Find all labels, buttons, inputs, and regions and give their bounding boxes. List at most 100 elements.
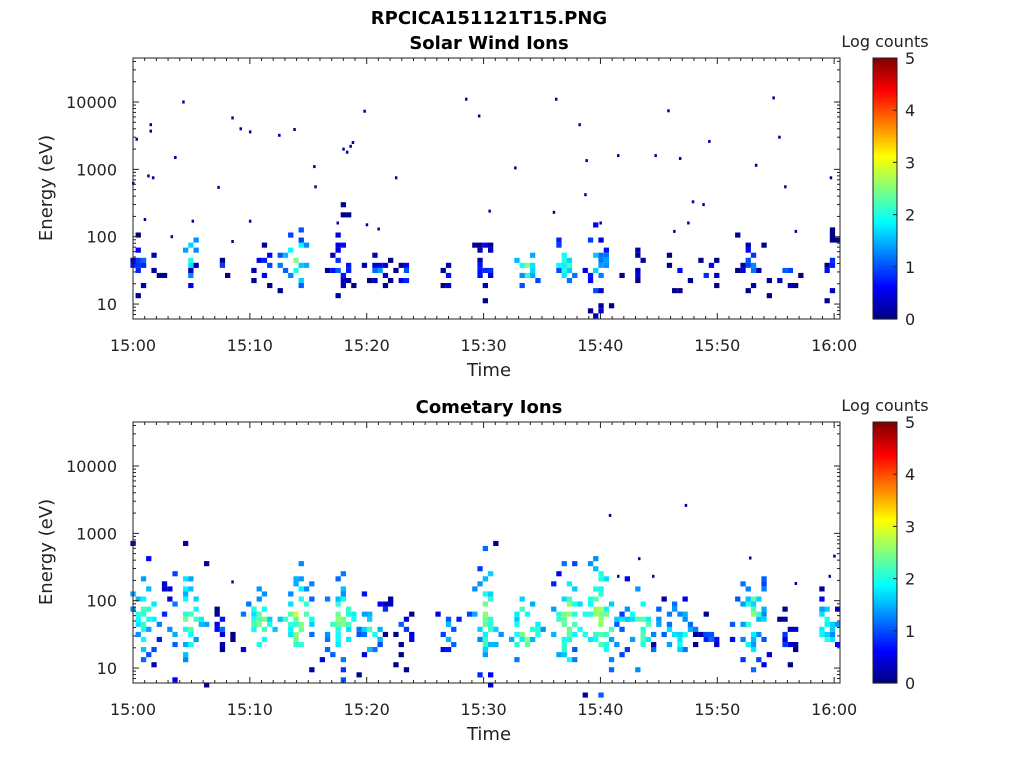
colorbar-step (873, 463, 897, 467)
heatmap-cell (167, 626, 173, 632)
heatmap-cell (651, 631, 657, 637)
heatmap-cell (188, 262, 194, 268)
heatmap-cell (593, 288, 599, 294)
heatmap-cell (640, 636, 646, 642)
heatmap-cell (140, 576, 147, 582)
heatmap-cell (156, 636, 162, 642)
heatmap-cell (598, 288, 604, 294)
colorbar-step (873, 292, 897, 297)
heatmap-cell (303, 242, 310, 248)
heatmap-cell (682, 596, 688, 602)
heatmap-cell (629, 616, 636, 622)
heatmap-cell (593, 636, 599, 642)
colorbar-step (873, 573, 897, 577)
heatmap-cell (693, 631, 699, 637)
colorbar-step (873, 308, 897, 312)
heatmap-cell (377, 642, 383, 648)
colorbar-step (873, 206, 897, 210)
heatmap-cell (566, 657, 573, 663)
colorbar-step (873, 76, 897, 80)
heatmap-cell (635, 252, 641, 258)
heatmap-cell (672, 288, 678, 294)
heatmap-cell (261, 591, 268, 597)
scatter-count (217, 185, 220, 189)
colorbar-step (873, 300, 897, 304)
heatmap-cell (193, 262, 199, 268)
x-tick-label: 15:10 (227, 336, 273, 355)
scatter-count (772, 96, 775, 100)
y-axis-label: Energy (eV) (36, 499, 57, 605)
colorbar-step (873, 510, 897, 514)
x-tick-label: 15:20 (344, 700, 390, 719)
heatmap-cell (556, 267, 562, 273)
scatter-count (314, 185, 317, 189)
heatmap-cell (261, 626, 268, 632)
heatmap-cell (682, 616, 688, 622)
heatmap-cell (603, 576, 609, 582)
colorbar-step (873, 474, 897, 478)
colorbar-step (873, 266, 897, 271)
colorbar-step (873, 185, 897, 190)
heatmap-cell (524, 611, 531, 617)
heatmap-cell (829, 636, 836, 642)
heatmap-cell (509, 636, 515, 642)
colorbar-step (873, 581, 897, 585)
heatmap-cell (161, 272, 168, 278)
x-axis: 15:00 15:10 15:20 15:30 15:40 15:50 16:00 (110, 422, 857, 719)
heatmap-cell (256, 642, 262, 648)
colorbar-step (873, 424, 897, 428)
heatmap-cell (151, 662, 157, 668)
heatmap-cell (556, 242, 562, 248)
heatmap-cell (482, 601, 488, 607)
heatmap-cell (445, 262, 452, 268)
heatmap-cell (482, 242, 488, 248)
heatmap-cell (172, 601, 178, 607)
colorbar-step (873, 445, 897, 449)
heatmap-cell (740, 581, 746, 587)
colorbar-step (873, 607, 897, 611)
colorbar-step (873, 628, 897, 632)
heatmap-cell (672, 606, 678, 612)
heatmap-cell (714, 642, 720, 648)
heatmap-cell (745, 242, 751, 248)
heatmap-cell (750, 596, 757, 602)
colorbar-step (873, 138, 897, 143)
heatmap-cell (777, 278, 783, 284)
heatmap-cell (335, 631, 341, 637)
heatmap-cell (677, 631, 683, 637)
colorbar-step (873, 534, 897, 538)
colorbar-step (873, 303, 897, 307)
heatmap-cell (566, 267, 573, 273)
heatmap-cell (451, 626, 457, 632)
heatmap-cell (819, 606, 825, 612)
heatmap-cell (340, 242, 346, 248)
heatmap-cell (598, 692, 604, 698)
y-axis: 10 100 1000 10000 (66, 424, 840, 684)
colorbar-step (873, 154, 897, 158)
heatmap-cell (403, 262, 410, 268)
heatmap-cell (750, 283, 757, 289)
heatmap-cell (382, 283, 389, 289)
colorbar-step (873, 243, 897, 247)
heatmap-cell (409, 631, 415, 637)
heatmap-cell (193, 636, 199, 642)
heatmap-cell (335, 293, 341, 299)
heatmap-cell (782, 606, 788, 612)
colorbar-step (873, 159, 897, 163)
heatmap-cell (282, 267, 289, 273)
heatmap-cell (761, 586, 767, 592)
heatmap-cell (183, 611, 189, 617)
heatmap-cell (566, 596, 573, 602)
scatter-count (363, 109, 366, 113)
colorbar-step (873, 78, 897, 83)
heatmap-cell (640, 601, 646, 607)
colorbar-step (873, 112, 897, 117)
heatmap-cell (766, 652, 772, 658)
heatmap-cell (193, 596, 199, 602)
heatmap-cell (750, 647, 757, 653)
heatmap-cell (219, 616, 226, 622)
heatmap-cell (640, 626, 646, 632)
heatmap-cell (593, 222, 599, 228)
heatmap-cell (372, 262, 378, 268)
x-tick-label: 15:10 (227, 700, 273, 719)
